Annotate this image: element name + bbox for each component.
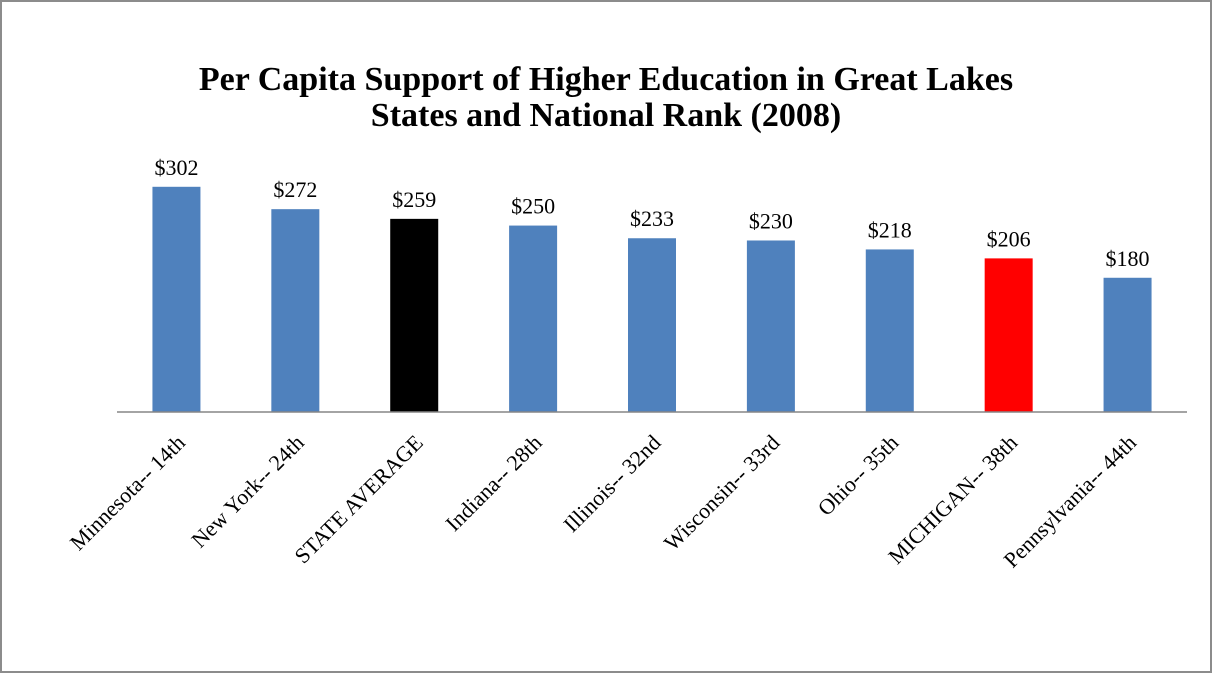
bar [390,218,439,412]
data-label: $259 [392,187,436,212]
x-tick-label: Illinois-- 32nd [558,430,665,537]
x-tick-label: Wisconsin-- 33rd [659,430,785,556]
x-tick-label: Pennsylvania-- 44th [999,430,1142,573]
bar [628,238,676,412]
x-tick-label: STATE AVERAGE [289,430,427,568]
data-label: $233 [630,206,674,231]
bar [271,209,320,412]
data-label: $218 [868,217,912,242]
bar [746,240,795,412]
bar [1103,277,1152,412]
bar [984,258,1033,412]
bar [509,225,558,412]
x-tick-label: Ohio-- 35th [813,430,904,521]
x-tick-label: Indiana-- 28th [440,430,546,536]
x-tick-label: New York-- 24th [186,430,309,553]
bar [865,249,914,412]
data-label: $272 [273,177,317,202]
data-label: $180 [1106,246,1150,271]
chart-title: Per Capita Support of Higher Education i… [198,61,1014,134]
data-label: $250 [511,194,555,219]
bar [152,186,201,412]
data-label: $206 [987,226,1031,251]
x-tick-label: MICHIGAN-- 38th [883,430,1022,569]
data-label: $302 [154,155,198,180]
x-tick-label: Minnesota-- 14th [65,430,190,555]
data-label: $230 [749,208,793,233]
